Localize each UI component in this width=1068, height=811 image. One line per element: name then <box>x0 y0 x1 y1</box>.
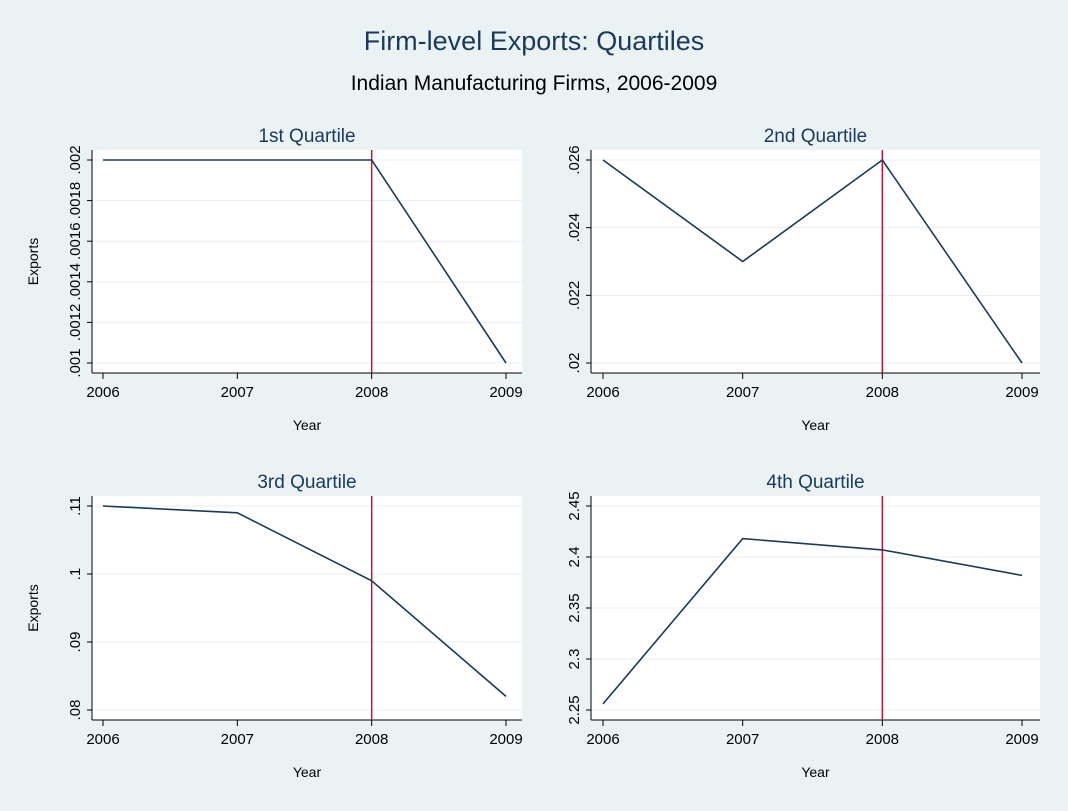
subplot-title: 3rd Quartile <box>257 472 356 493</box>
y-tick-label: .0014 <box>67 263 84 301</box>
y-tick-label: 2.3 <box>566 649 583 670</box>
chart-title: Firm-level Exports: Quartiles <box>363 26 705 56</box>
subplot-title: 2nd Quartile <box>764 126 868 147</box>
series-line <box>602 537 1023 705</box>
y-tick-label: 2.4 <box>566 547 583 568</box>
x-tick-label: 2008 <box>866 731 899 748</box>
x-tick-label: 2006 <box>86 384 119 401</box>
y-tick-label: .026 <box>566 145 583 174</box>
y-axis-label: Exports <box>25 238 41 285</box>
x-tick-label: 2007 <box>221 731 254 748</box>
x-axis-label: Year <box>293 417 322 433</box>
x-tick-label: 2009 <box>1005 384 1038 401</box>
chart-subtitle: Indian Manufacturing Firms, 2006-2009 <box>350 72 718 95</box>
x-tick-label: 2006 <box>586 731 619 748</box>
y-tick-label: 2.35 <box>566 593 583 622</box>
x-axis-label: Year <box>293 764 322 780</box>
x-tick-label: 2006 <box>586 384 619 401</box>
y-tick-label: .1 <box>67 568 84 581</box>
y-tick-label: .02 <box>566 353 583 374</box>
x-tick-label: 2007 <box>726 731 759 748</box>
y-tick-label: .024 <box>566 213 583 242</box>
subplot-2: 2nd Quartile .02 .022 .024 .026 2006 2007 2008 2… <box>566 126 1040 433</box>
x-tick-label: 2009 <box>489 384 522 401</box>
series-line <box>102 505 507 698</box>
y-tick-label: .022 <box>566 281 583 310</box>
y-tick-label: 2.45 <box>566 491 583 520</box>
x-tick-label: 2007 <box>221 384 254 401</box>
x-tick-label: 2008 <box>866 384 899 401</box>
y-tick-label: .11 <box>67 496 84 516</box>
plot-area <box>92 150 522 373</box>
y-tick-label: .002 <box>67 145 84 174</box>
series-line <box>602 158 1023 364</box>
subplot-title: 4th Quartile <box>766 472 864 493</box>
y-tick-label: 2.25 <box>566 695 583 724</box>
plot-area <box>92 496 522 720</box>
y-tick-label: .001 <box>67 348 84 377</box>
x-tick-label: 2008 <box>355 384 388 401</box>
x-tick-label: 2006 <box>86 731 119 748</box>
y-axis-label: Exports <box>25 584 41 631</box>
series-line <box>103 159 507 364</box>
x-tick-label: 2009 <box>489 731 522 748</box>
x-axis-label: Year <box>801 764 830 780</box>
y-tick-label: .0016 <box>67 222 84 260</box>
x-tick-label: 2007 <box>726 384 759 401</box>
y-tick-label: .08 <box>67 700 84 721</box>
y-tick-label: .09 <box>67 632 84 653</box>
y-tick-label: .0012 <box>67 304 84 342</box>
subplot-title: 1st Quartile <box>258 126 355 147</box>
plot-area <box>591 150 1040 373</box>
subplot-3: 3rd Quartile .08 .09 .1 .11 2006 2007 2008 2009 Y… <box>25 472 523 780</box>
y-tick-label: .0018 <box>67 182 84 220</box>
x-tick-label: 2008 <box>355 731 388 748</box>
subplot-4: 4th Quartile 2.25 2.3 2.35 2.4 2.45 2006 2007 20… <box>566 472 1040 780</box>
x-tick-label: 2009 <box>1005 731 1038 748</box>
x-axis-label: Year <box>801 417 830 433</box>
subplot-1: 1st Quartile .001 .0012 .0014 .0016 .0018 .002… <box>25 126 523 433</box>
